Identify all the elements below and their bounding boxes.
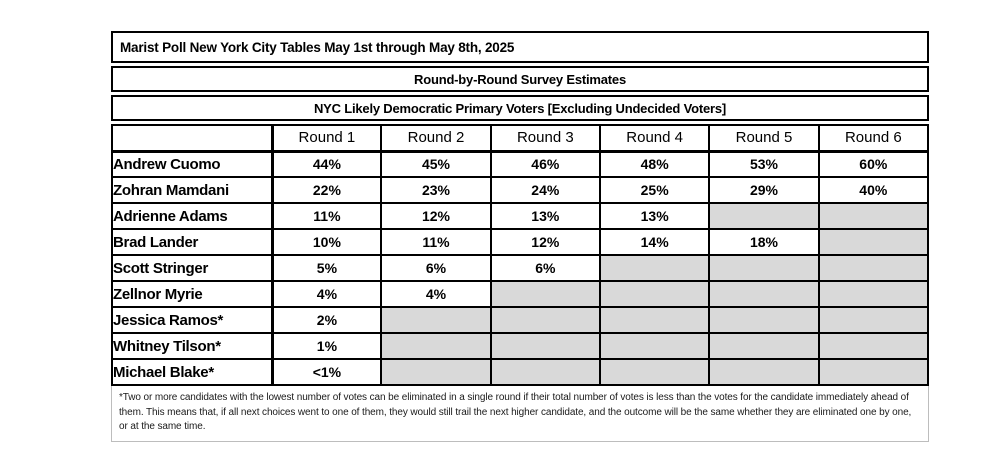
value-cell: 53% [708,150,820,178]
value-cell: 44% [270,150,383,178]
value-cell: 12% [489,228,601,256]
eliminated-cell [817,306,930,334]
value-cell: 5% [270,254,383,282]
value-cell: 10% [270,228,383,256]
table-row: Andrew Cuomo 44% 45% 46% 48% 53% 60% [111,150,930,178]
candidate-name-cell: Zohran Mamdani [111,176,274,204]
table-title: Marist Poll New York City Tables May 1st… [111,31,929,63]
subtitle-voter-universe: NYC Likely Democratic Primary Voters [Ex… [111,95,929,121]
eliminated-cell [489,306,601,334]
value-cell: 23% [380,176,492,204]
table-row: Zohran Mamdani 22% 23% 24% 25% 29% 40% [111,176,930,204]
eliminated-cell [817,358,930,386]
value-cell: 24% [489,176,601,204]
value-cell: 12% [380,202,492,230]
value-cell: 48% [598,150,711,178]
results-table: Round 1 Round 2 Round 3 Round 4 Round 5 Round… [111,124,930,386]
candidate-name-cell: Jessica Ramos* [111,306,274,334]
subtitle-round-by-round: Round-by-Round Survey Estimates [111,66,929,92]
results-table-header: Round 1 Round 2 Round 3 Round 4 Round 5 Round… [111,124,930,153]
column-header-round-2: Round 2 [380,124,492,153]
table-row: Michael Blake* <1% [111,358,930,386]
eliminated-cell [598,358,711,386]
eliminated-cell [380,306,492,334]
eliminated-cell [598,254,711,282]
eliminated-cell [817,202,930,230]
table-row: Scott Stringer 5% 6% 6% [111,254,930,282]
value-cell: <1% [270,358,383,386]
eliminated-cell [817,254,930,282]
value-cell: 4% [270,280,383,308]
value-cell: 6% [489,254,601,282]
candidate-name-cell: Michael Blake* [111,358,274,386]
eliminated-cell [708,254,820,282]
results-table-body: Andrew Cuomo 44% 45% 46% 48% 53% 60% Zohran Mam… [111,150,930,386]
candidate-name-cell: Andrew Cuomo [111,150,274,178]
column-header-round-5: Round 5 [708,124,820,153]
value-cell: 2% [270,306,383,334]
value-cell: 22% [270,176,383,204]
eliminated-cell [489,280,601,308]
eliminated-cell [598,306,711,334]
value-cell: 14% [598,228,711,256]
value-cell: 1% [270,332,383,360]
column-header-round-3: Round 3 [489,124,601,153]
eliminated-cell [817,332,930,360]
eliminated-cell [708,358,820,386]
eliminated-cell [380,358,492,386]
eliminated-cell [598,332,711,360]
value-cell: 4% [380,280,492,308]
eliminated-cell [489,332,601,360]
value-cell: 13% [598,202,711,230]
table-row: Whitney Tilson* 1% [111,332,930,360]
corner-cell [111,124,274,153]
eliminated-cell [817,280,930,308]
value-cell: 40% [817,176,930,204]
eliminated-cell [817,228,930,256]
value-cell: 11% [380,228,492,256]
candidate-name-cell: Scott Stringer [111,254,274,282]
value-cell: 29% [708,176,820,204]
table-row: Jessica Ramos* 2% [111,306,930,334]
eliminated-cell [708,332,820,360]
table-row: Zellnor Myrie 4% 4% [111,280,930,308]
candidate-name-cell: Whitney Tilson* [111,332,274,360]
value-cell: 6% [380,254,492,282]
column-header-round-1: Round 1 [270,124,383,153]
poll-table-sheet: Marist Poll New York City Tables May 1st… [111,31,930,442]
table-row: Adrienne Adams 11% 12% 13% 13% [111,202,930,230]
value-cell: 46% [489,150,601,178]
eliminated-cell [708,202,820,230]
column-header-round-4: Round 4 [598,124,711,153]
eliminated-cell [708,280,820,308]
candidate-name-cell: Adrienne Adams [111,202,274,230]
eliminated-cell [489,358,601,386]
table-row: Brad Lander 10% 11% 12% 14% 18% [111,228,930,256]
eliminated-cell [708,306,820,334]
value-cell: 18% [708,228,820,256]
eliminated-cell [380,332,492,360]
value-cell: 25% [598,176,711,204]
value-cell: 60% [817,150,930,178]
eliminated-cell [598,280,711,308]
candidate-name-cell: Zellnor Myrie [111,280,274,308]
value-cell: 11% [270,202,383,230]
value-cell: 45% [380,150,492,178]
value-cell: 13% [489,202,601,230]
elimination-footnote: *Two or more candidates with the lowest … [111,386,929,442]
column-header-round-6: Round 6 [817,124,930,153]
candidate-name-cell: Brad Lander [111,228,274,256]
header-row: Round 1 Round 2 Round 3 Round 4 Round 5 Round… [111,124,930,153]
